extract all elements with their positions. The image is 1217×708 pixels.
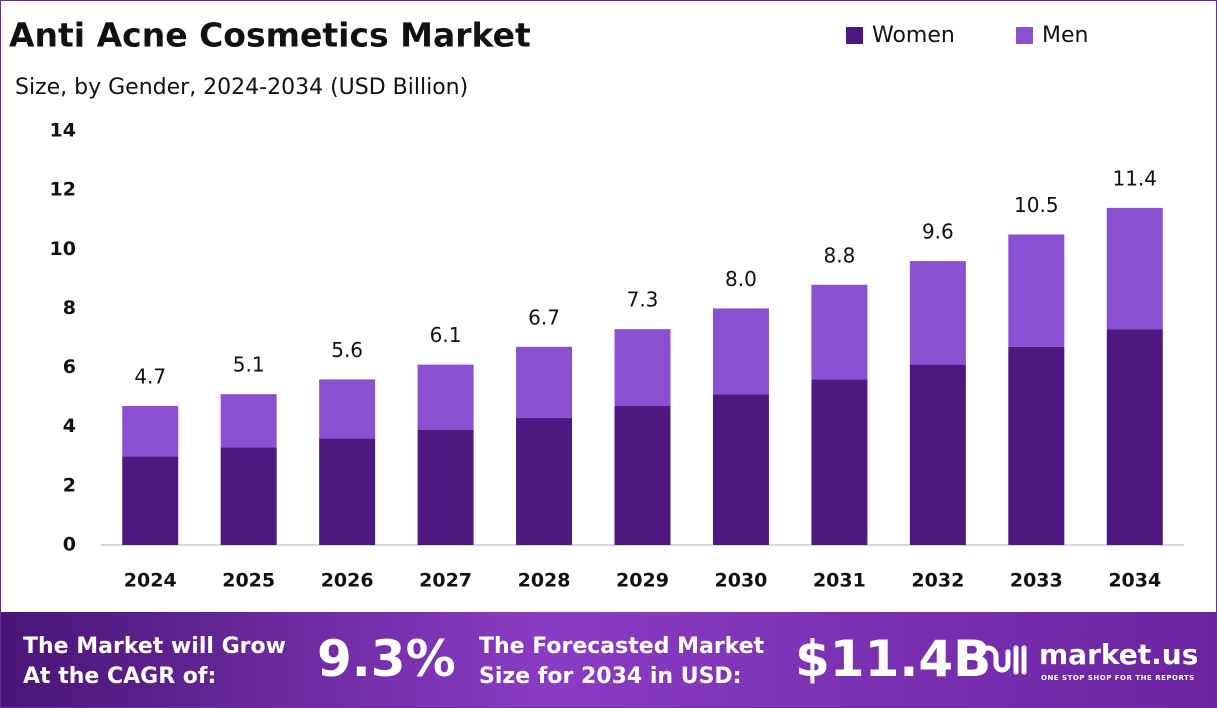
bar-segment [712, 308, 769, 395]
forecast-value: $11.4B [795, 630, 992, 688]
legend-label: Men [1042, 23, 1088, 48]
bar-segment [614, 329, 671, 407]
bar-segment [712, 394, 769, 545]
bar-segment [516, 417, 573, 545]
bar-segment [122, 456, 179, 545]
total-label: 8.8 [824, 243, 856, 267]
bar-segment [1008, 234, 1065, 347]
x-tick-label: 2027 [419, 570, 472, 592]
y-tick-label: 14 [50, 120, 76, 142]
bar-segment [122, 406, 179, 457]
total-label: 6.7 [528, 305, 560, 329]
total-label: 11.4 [1113, 166, 1158, 190]
cagr-value: 9.3% [317, 630, 456, 688]
brand: market.us [1039, 638, 1199, 671]
bar-segment [417, 364, 474, 430]
total-label: 6.1 [430, 323, 462, 347]
cagr-text: The Market will Grow At the CAGR of: [23, 634, 286, 689]
bar-segment [909, 261, 966, 365]
tagline: ONE STOP SHOP FOR THE REPORTS [1041, 674, 1195, 682]
bar-segment [220, 447, 277, 545]
y-tick-label: 10 [50, 238, 76, 260]
bar-segment [1106, 207, 1163, 330]
bar-segment [319, 438, 376, 545]
total-label: 7.3 [627, 288, 659, 312]
x-tick-label: 2028 [518, 570, 571, 592]
y-tick-label: 4 [63, 415, 76, 437]
total-label: 4.7 [134, 365, 166, 389]
chart: Anti Acne Cosmetics Market Size, by Gend… [9, 16, 1184, 592]
total-label: 5.6 [331, 338, 363, 362]
bar-segment [614, 406, 671, 545]
chart-title: Anti Acne Cosmetics Market [9, 16, 531, 55]
legend-swatch [846, 27, 863, 44]
bar-segment [319, 379, 376, 439]
legend-label: Women [872, 23, 955, 48]
brand-logo [977, 645, 1027, 675]
bar-segment [516, 346, 573, 418]
footer: The Market will Grow At the CAGR of: 9.3… [1, 612, 1216, 707]
bar-segment [1008, 346, 1065, 545]
bar-segment [1106, 329, 1163, 545]
x-tick-label: 2025 [222, 570, 275, 592]
total-label: 5.1 [233, 353, 265, 377]
x-tick-label: 2030 [715, 570, 768, 592]
x-tick-label: 2029 [616, 570, 669, 592]
bar-segment [417, 429, 474, 545]
y-tick-label: 8 [63, 297, 76, 319]
chart-subtitle: Size, by Gender, 2024-2034 (USD Billion) [15, 75, 468, 100]
y-tick-label: 12 [50, 179, 76, 201]
x-tick-label: 2033 [1010, 570, 1063, 592]
legend-swatch [1016, 27, 1033, 44]
y-tick-label: 6 [63, 356, 76, 378]
total-label: 9.6 [922, 220, 954, 244]
total-label: 8.0 [725, 267, 757, 291]
x-tick-label: 2034 [1108, 570, 1161, 592]
x-tick-label: 2032 [911, 570, 964, 592]
bar-segment [909, 364, 966, 545]
y-tick-label: 2 [63, 474, 76, 496]
x-tick-label: 2026 [321, 570, 374, 592]
bar-segment [811, 379, 868, 545]
x-tick-label: 2024 [124, 570, 177, 592]
y-tick-label: 0 [63, 534, 76, 556]
bar-segment [811, 284, 868, 380]
x-tick-label: 2031 [813, 570, 866, 592]
forecast-text: The Forecasted Market Size for 2034 in U… [479, 634, 765, 689]
total-label: 10.5 [1014, 193, 1059, 217]
bar-segment [220, 394, 277, 448]
